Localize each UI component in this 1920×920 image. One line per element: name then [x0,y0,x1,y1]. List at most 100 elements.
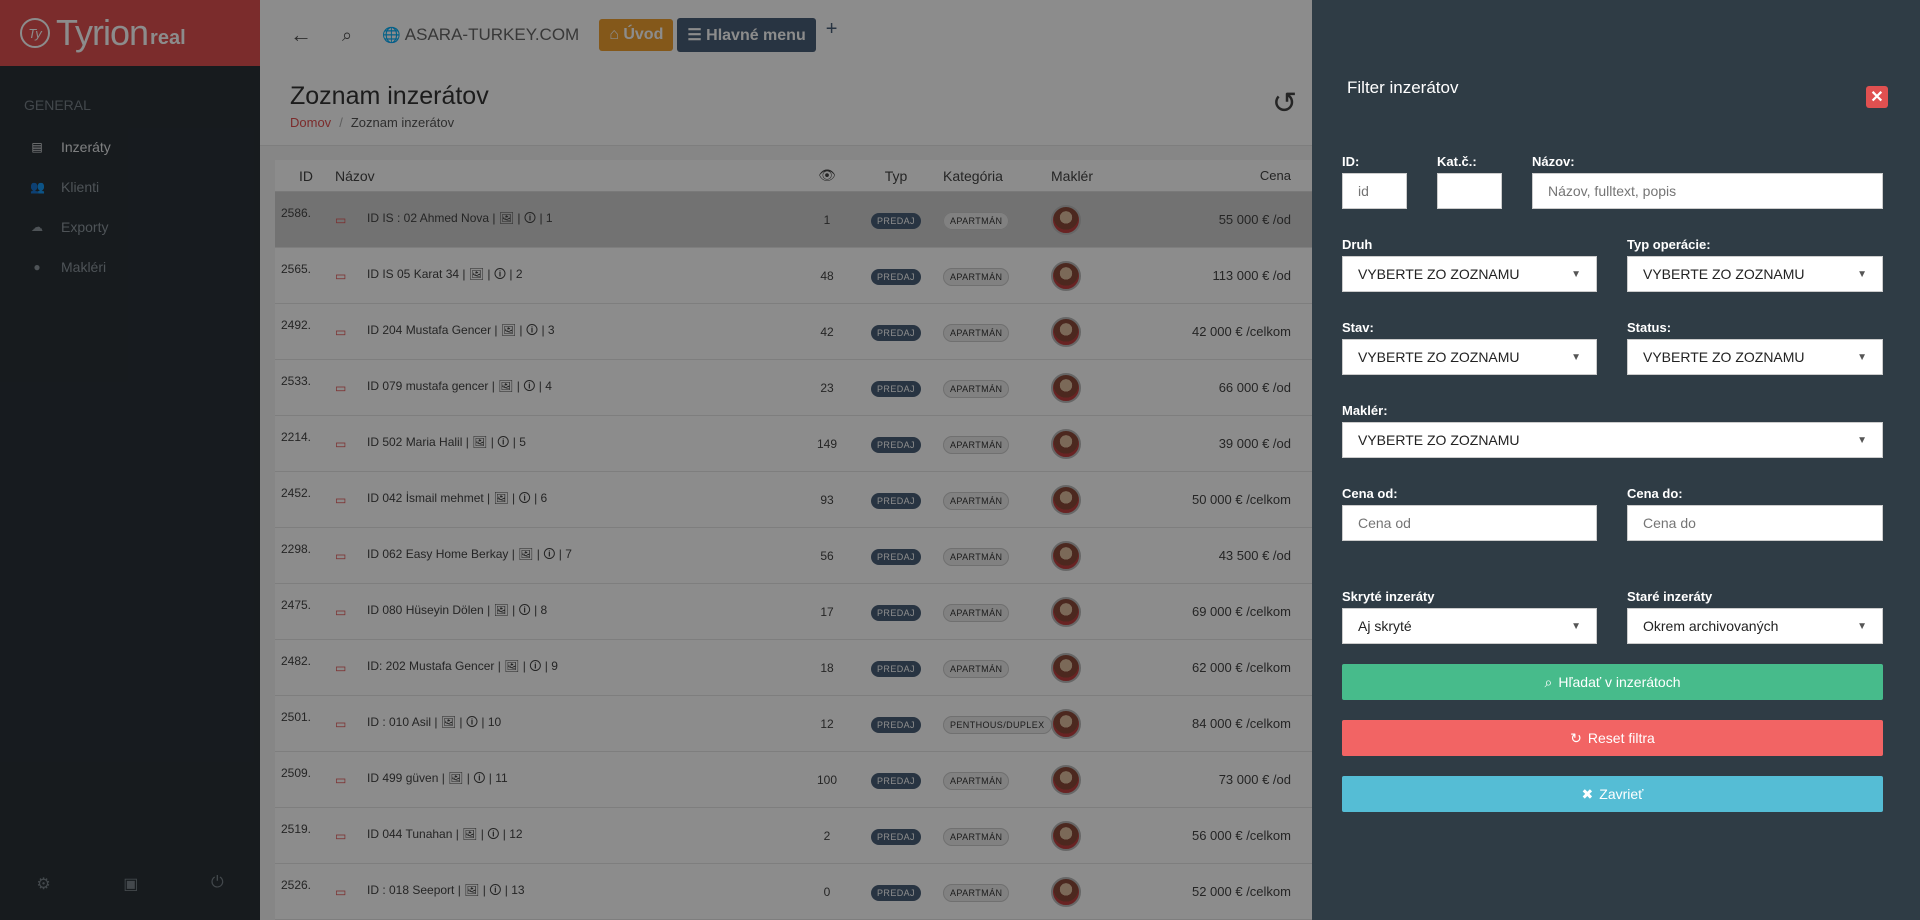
monitor-icon: ▭ [335,884,347,899]
search-button[interactable]: ⌕ Hľadať v inzerátoch [1342,664,1883,700]
typ-badge: PREDAJ [871,716,921,733]
row-name[interactable]: ID 042 İsmail mehmet | 🖼 | 🛈 | 6 [367,491,548,505]
header-kategoria[interactable]: Kategória [943,167,1003,184]
typ-badge: PREDAJ [871,436,921,453]
gear-icon[interactable]: ⚙ [36,876,51,893]
avatar[interactable] [1051,260,1081,291]
avatar[interactable] [1051,372,1081,403]
row-name[interactable]: ID 062 Easy Home Berkay | 🖼 | 🛈 | 7 [367,547,572,561]
power-icon[interactable]: ⏻ [211,874,224,891]
image-icon[interactable]: ▣ [123,876,139,893]
table-row[interactable]: 2214. ▭ ID 502 Maria Halil | 🖼 | 🛈 | 5 149 P… [275,416,1920,472]
avatar[interactable] [1051,708,1081,739]
id-input[interactable] [1342,173,1407,209]
avatar[interactable] [1051,428,1081,459]
row-name[interactable]: ID : 010 Asil | 🖼 | 🛈 | 10 [367,715,502,729]
sidebar-item-klienti[interactable]: 👥 Klienti [0,167,260,207]
typ-badge: PREDAJ [871,212,921,229]
main-menu-button[interactable]: ☰ Hlavné menu [677,18,816,52]
table-row[interactable]: 2509. ▭ ID 499 güven | 🖼 | 🛈 | 11 100 PREDAJ… [275,752,1920,808]
row-name[interactable]: ID: 202 Mustafa Gencer | 🖼 | 🛈 | 9 [367,659,558,673]
site-link[interactable]: 🌐 ASARA-TURKEY.COM [382,25,579,45]
logo[interactable]: Ty Tyrion real [0,0,260,66]
sidebar-item-makleri[interactable]: ● Makléri [0,247,260,287]
avatar[interactable] [1051,204,1081,235]
header-id[interactable]: ID [299,167,313,184]
row-name[interactable]: ID 079 mustafa gencer | 🖼 | 🛈 | 4 [367,379,552,393]
table-row[interactable]: 2519. ▭ ID 044 Tunahan | 🖼 | 🛈 | 12 2 PREDAJ… [275,808,1920,864]
avatar[interactable] [1051,540,1081,571]
row-makler [1051,652,1107,683]
stare-select[interactable]: Okrem archivovaných ▼ [1627,608,1883,644]
row-id: 2501. [280,709,311,724]
table-row[interactable]: 2533. ▭ ID 079 mustafa gencer | 🖼 | 🛈 | 4 2… [275,360,1920,416]
row-kategoria: APARTMÁN [931,379,1051,398]
row-name[interactable]: ID 080 Hüseyin Dölen | 🖼 | 🛈 | 8 [367,603,548,617]
eye-icon[interactable]: 👁 [818,167,836,183]
typ-badge: PREDAJ [871,324,921,341]
cena-od-input[interactable] [1342,505,1597,541]
typ-operacie-select[interactable]: VYBERTE ZO ZOZNAMU ▼ [1627,256,1883,292]
avatar[interactable] [1051,652,1081,683]
avatar[interactable] [1051,596,1081,627]
avatar[interactable] [1051,764,1081,795]
close-icon[interactable]: ✕ [1866,86,1888,108]
row-typ: PREDAJ [861,828,931,845]
sidebar-item-exporty[interactable]: ☁ Exporty [0,207,260,247]
header-makler[interactable]: Maklér [1051,167,1094,184]
modal-backdrop[interactable] [0,0,1312,920]
row-name[interactable]: ID 499 güven | 🖼 | 🛈 | 11 [367,771,508,785]
plus-icon[interactable]: + [825,17,838,40]
table-row[interactable]: 2501. ▭ ID : 010 Asil | 🖼 | 🛈 | 10 12 PREDAJ… [275,696,1920,752]
close-button[interactable]: ✖ Zavrieť [1342,776,1883,812]
table-row[interactable]: 2482. ▭ ID: 202 Mustafa Gencer | 🖼 | 🛈 | 9… [275,640,1920,696]
search-icon[interactable]: ⌕ [342,24,353,45]
row-views: 48 [820,268,834,283]
row-name[interactable]: ID 044 Tunahan | 🖼 | 🛈 | 12 [367,827,523,841]
table-row[interactable]: 2565. ▭ ID IS 05 Karat 34 | 🖼 | 🛈 | 2 48 PRE… [275,248,1920,304]
monitor-icon: ▭ [335,268,347,283]
row-name[interactable]: ID IS : 02 Ahmed Nova | 🖼 | 🛈 | 1 [367,211,553,225]
monitor-icon: ▭ [335,660,347,675]
makler-select[interactable]: VYBERTE ZO ZOZNAMU ▼ [1342,422,1883,458]
nazov-input[interactable] [1532,173,1883,209]
stare-label: Staré inzeráty [1627,589,1713,604]
skryte-value: Aj skryté [1358,618,1412,634]
home-button-label: Úvod [623,26,664,43]
row-name[interactable]: ID 502 Maria Halil | 🖼 | 🛈 | 5 [367,435,526,449]
avatar[interactable] [1051,876,1081,907]
refresh-icon[interactable]: ↺ [1272,87,1298,120]
home-button[interactable]: ⌂ Úvod [599,19,674,51]
table-row[interactable]: 2298. ▭ ID 062 Easy Home Berkay | 🖼 | 🛈 | … [275,528,1920,584]
row-name[interactable]: ID IS 05 Karat 34 | 🖼 | 🛈 | 2 [367,267,523,281]
logo-sub: real [150,27,186,49]
breadcrumb-home[interactable]: Domov [290,115,332,130]
makler-value: VYBERTE ZO ZOZNAMU [1358,432,1520,448]
table-row[interactable]: 2452. ▭ ID 042 İsmail mehmet | 🖼 | 🛈 | 6 93… [275,472,1920,528]
header-cena[interactable]: Cena [1259,168,1291,183]
status-select[interactable]: VYBERTE ZO ZOZNAMU ▼ [1627,339,1883,375]
header-name[interactable]: Názov [335,167,375,184]
caret-down-icon: ▼ [1857,268,1867,280]
kat-input[interactable] [1437,173,1502,209]
row-cena: 84 000 € /celkom [1191,716,1291,731]
sidebar-item-inzeraty[interactable]: ▤ Inzeráty [0,127,260,167]
row-name[interactable]: ID : 018 Seeport | 🖼 | 🛈 | 13 [367,883,525,897]
stav-select[interactable]: VYBERTE ZO ZOZNAMU ▼ [1342,339,1597,375]
cena-do-input[interactable] [1627,505,1883,541]
row-name[interactable]: ID 204 Mustafa Gencer | 🖼 | 🛈 | 3 [367,323,555,337]
row-kategoria: APARTMÁN [931,547,1051,566]
table-row[interactable]: 2475. ▭ ID 080 Hüseyin Dölen | 🖼 | 🛈 | 8 17… [275,584,1920,640]
reset-button[interactable]: ↻ Reset filtra [1342,720,1883,756]
avatar[interactable] [1051,484,1081,515]
header-typ[interactable]: Typ [884,167,908,184]
monitor-icon: ▭ [335,716,347,731]
row-makler [1051,260,1107,291]
back-arrow-icon[interactable]: ← [290,22,312,47]
avatar[interactable] [1051,820,1081,851]
typ-badge: PREDAJ [871,604,921,621]
skryte-select[interactable]: Aj skryté ▼ [1342,608,1597,644]
avatar[interactable] [1051,316,1081,347]
druh-select[interactable]: VYBERTE ZO ZOZNAMU ▼ [1342,256,1597,292]
table-row[interactable]: 2492. ▭ ID 204 Mustafa Gencer | 🖼 | 🛈 | 3 4… [275,304,1920,360]
